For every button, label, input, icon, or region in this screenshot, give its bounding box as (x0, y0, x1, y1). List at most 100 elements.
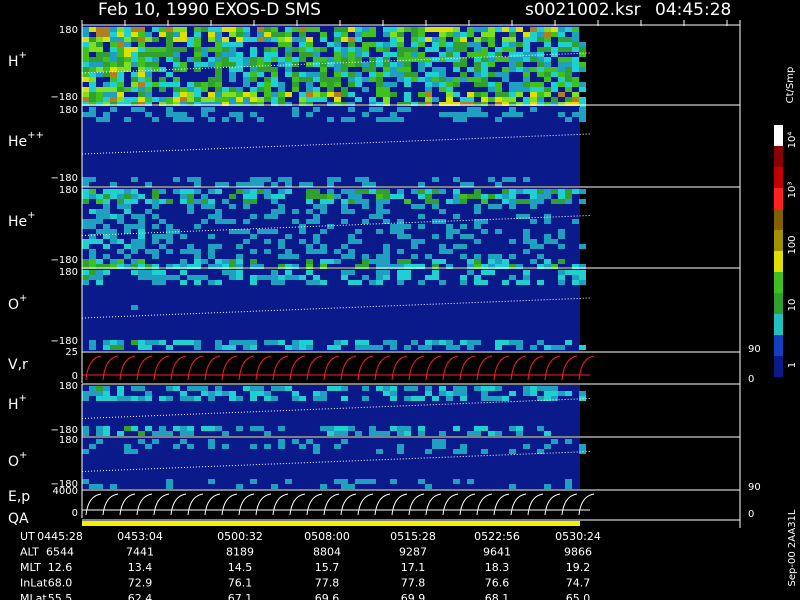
spectrogram-cell (376, 62, 383, 67)
spectrogram-cell (327, 386, 334, 391)
spectrogram-cell (432, 177, 439, 182)
spectrogram-cell (446, 77, 453, 82)
spectrogram-cell (502, 264, 509, 269)
time: 04:45:28 (655, 0, 731, 20)
spectrogram-cell (180, 439, 187, 444)
spectrogram-cell (215, 345, 222, 350)
spectrogram-cell (152, 194, 159, 199)
spectrogram-cell (320, 209, 327, 214)
spectrogram-cell (362, 62, 369, 67)
spectrogram-cell (579, 270, 586, 275)
spectrogram-cell (509, 449, 516, 454)
spectrogram-cell (299, 239, 306, 244)
spectrogram-cell (376, 209, 383, 214)
spectrogram-cell (89, 254, 96, 259)
spectrogram-cell (481, 112, 488, 117)
spectrogram-cell (397, 426, 404, 431)
spectrogram-cell (383, 117, 390, 122)
spectrogram-cell (488, 264, 495, 269)
spectrogram-cell (215, 27, 222, 32)
y-tick-label: 180 (59, 381, 78, 392)
spectrogram-cell (215, 97, 222, 102)
spectrogram-cell (117, 52, 124, 57)
spectrogram-cell (131, 62, 138, 67)
spectrogram-cell (327, 177, 334, 182)
spectrogram-cell (180, 92, 187, 97)
spectrogram-cell (138, 264, 145, 269)
spectrogram-cell (376, 92, 383, 97)
spectrogram-cell (166, 484, 173, 489)
spectrogram-cell (362, 32, 369, 37)
spectrogram-cell (467, 270, 474, 275)
ephemeris-label: ALT (20, 546, 39, 559)
spectrogram-cell (341, 439, 348, 444)
spectrogram-cell (320, 47, 327, 52)
spectrogram-cell (474, 62, 481, 67)
spectrogram-cell (110, 32, 117, 37)
spectrogram-cell (523, 57, 530, 62)
y2-tick-label: 90 (748, 344, 761, 355)
spectrogram-cell (243, 62, 250, 67)
panel-label: He+ (8, 210, 36, 230)
spectrogram-cell (152, 214, 159, 219)
spectrogram-cell (222, 97, 229, 102)
spectrogram-cell (215, 57, 222, 62)
spectrogram-cell (544, 264, 551, 269)
spectrogram-cell (460, 77, 467, 82)
qa-bar (82, 521, 580, 526)
spectrogram-cell (103, 204, 110, 209)
spectrogram-cell (138, 57, 145, 62)
spectrogram-cell (306, 52, 313, 57)
spectrogram-cell (565, 47, 572, 52)
spectrogram-cell (509, 254, 516, 259)
spectrogram-cell (572, 57, 579, 62)
spectrogram-cell (544, 345, 551, 350)
spectrogram-cell (82, 479, 89, 484)
spectrogram-cell (159, 189, 166, 194)
spectrogram-cell (173, 27, 180, 32)
spectrogram-cell (341, 431, 348, 436)
spectrogram-cell (488, 270, 495, 275)
spectrogram-cell (572, 189, 579, 194)
spectrogram-cell (96, 484, 103, 489)
spectrogram-cell (222, 47, 229, 52)
spectrogram-cell (376, 229, 383, 234)
spectrogram-cell (376, 42, 383, 47)
spectrogram-cell (285, 264, 292, 269)
spectrogram-cell (404, 82, 411, 87)
spectrogram-cell (110, 92, 117, 97)
spectrogram-cell (299, 97, 306, 102)
spectrogram-cell (166, 97, 173, 102)
charge: + (27, 210, 35, 221)
spectrogram-cell (250, 214, 257, 219)
spectrogram-cell (278, 444, 285, 449)
spectrogram-cell (383, 62, 390, 67)
spectrogram-cell (285, 67, 292, 72)
spectrogram-cell (572, 97, 579, 102)
spectrogram-cell (369, 62, 376, 67)
spectrogram-cell (341, 87, 348, 92)
spectrogram-cell (250, 396, 257, 401)
spectrogram-cell (432, 264, 439, 269)
spectrogram-cell (292, 391, 299, 396)
spectrogram-cell (425, 72, 432, 77)
spectrogram-cell (257, 426, 264, 431)
spectrogram-cell (194, 386, 201, 391)
spectrogram-cell (117, 27, 124, 32)
spectrogram-cell (306, 249, 313, 254)
spectrogram-cell (306, 439, 313, 444)
spectrogram-cell (222, 182, 229, 187)
spectrogram-cell (229, 97, 236, 102)
spectrogram-cell (152, 340, 159, 345)
spectrogram-cell (537, 449, 544, 454)
spectrogram-cell (145, 67, 152, 72)
y-tick-label: −180 (51, 479, 78, 490)
spectrogram-cell (544, 386, 551, 391)
spectrogram-cell (124, 87, 131, 92)
spectrogram-cell (152, 52, 159, 57)
spectrogram-cell (502, 189, 509, 194)
spectrogram-cell (481, 37, 488, 42)
spectrogram-cell (551, 439, 558, 444)
spectrogram-cell (481, 426, 488, 431)
spectrogram-cell (425, 27, 432, 32)
